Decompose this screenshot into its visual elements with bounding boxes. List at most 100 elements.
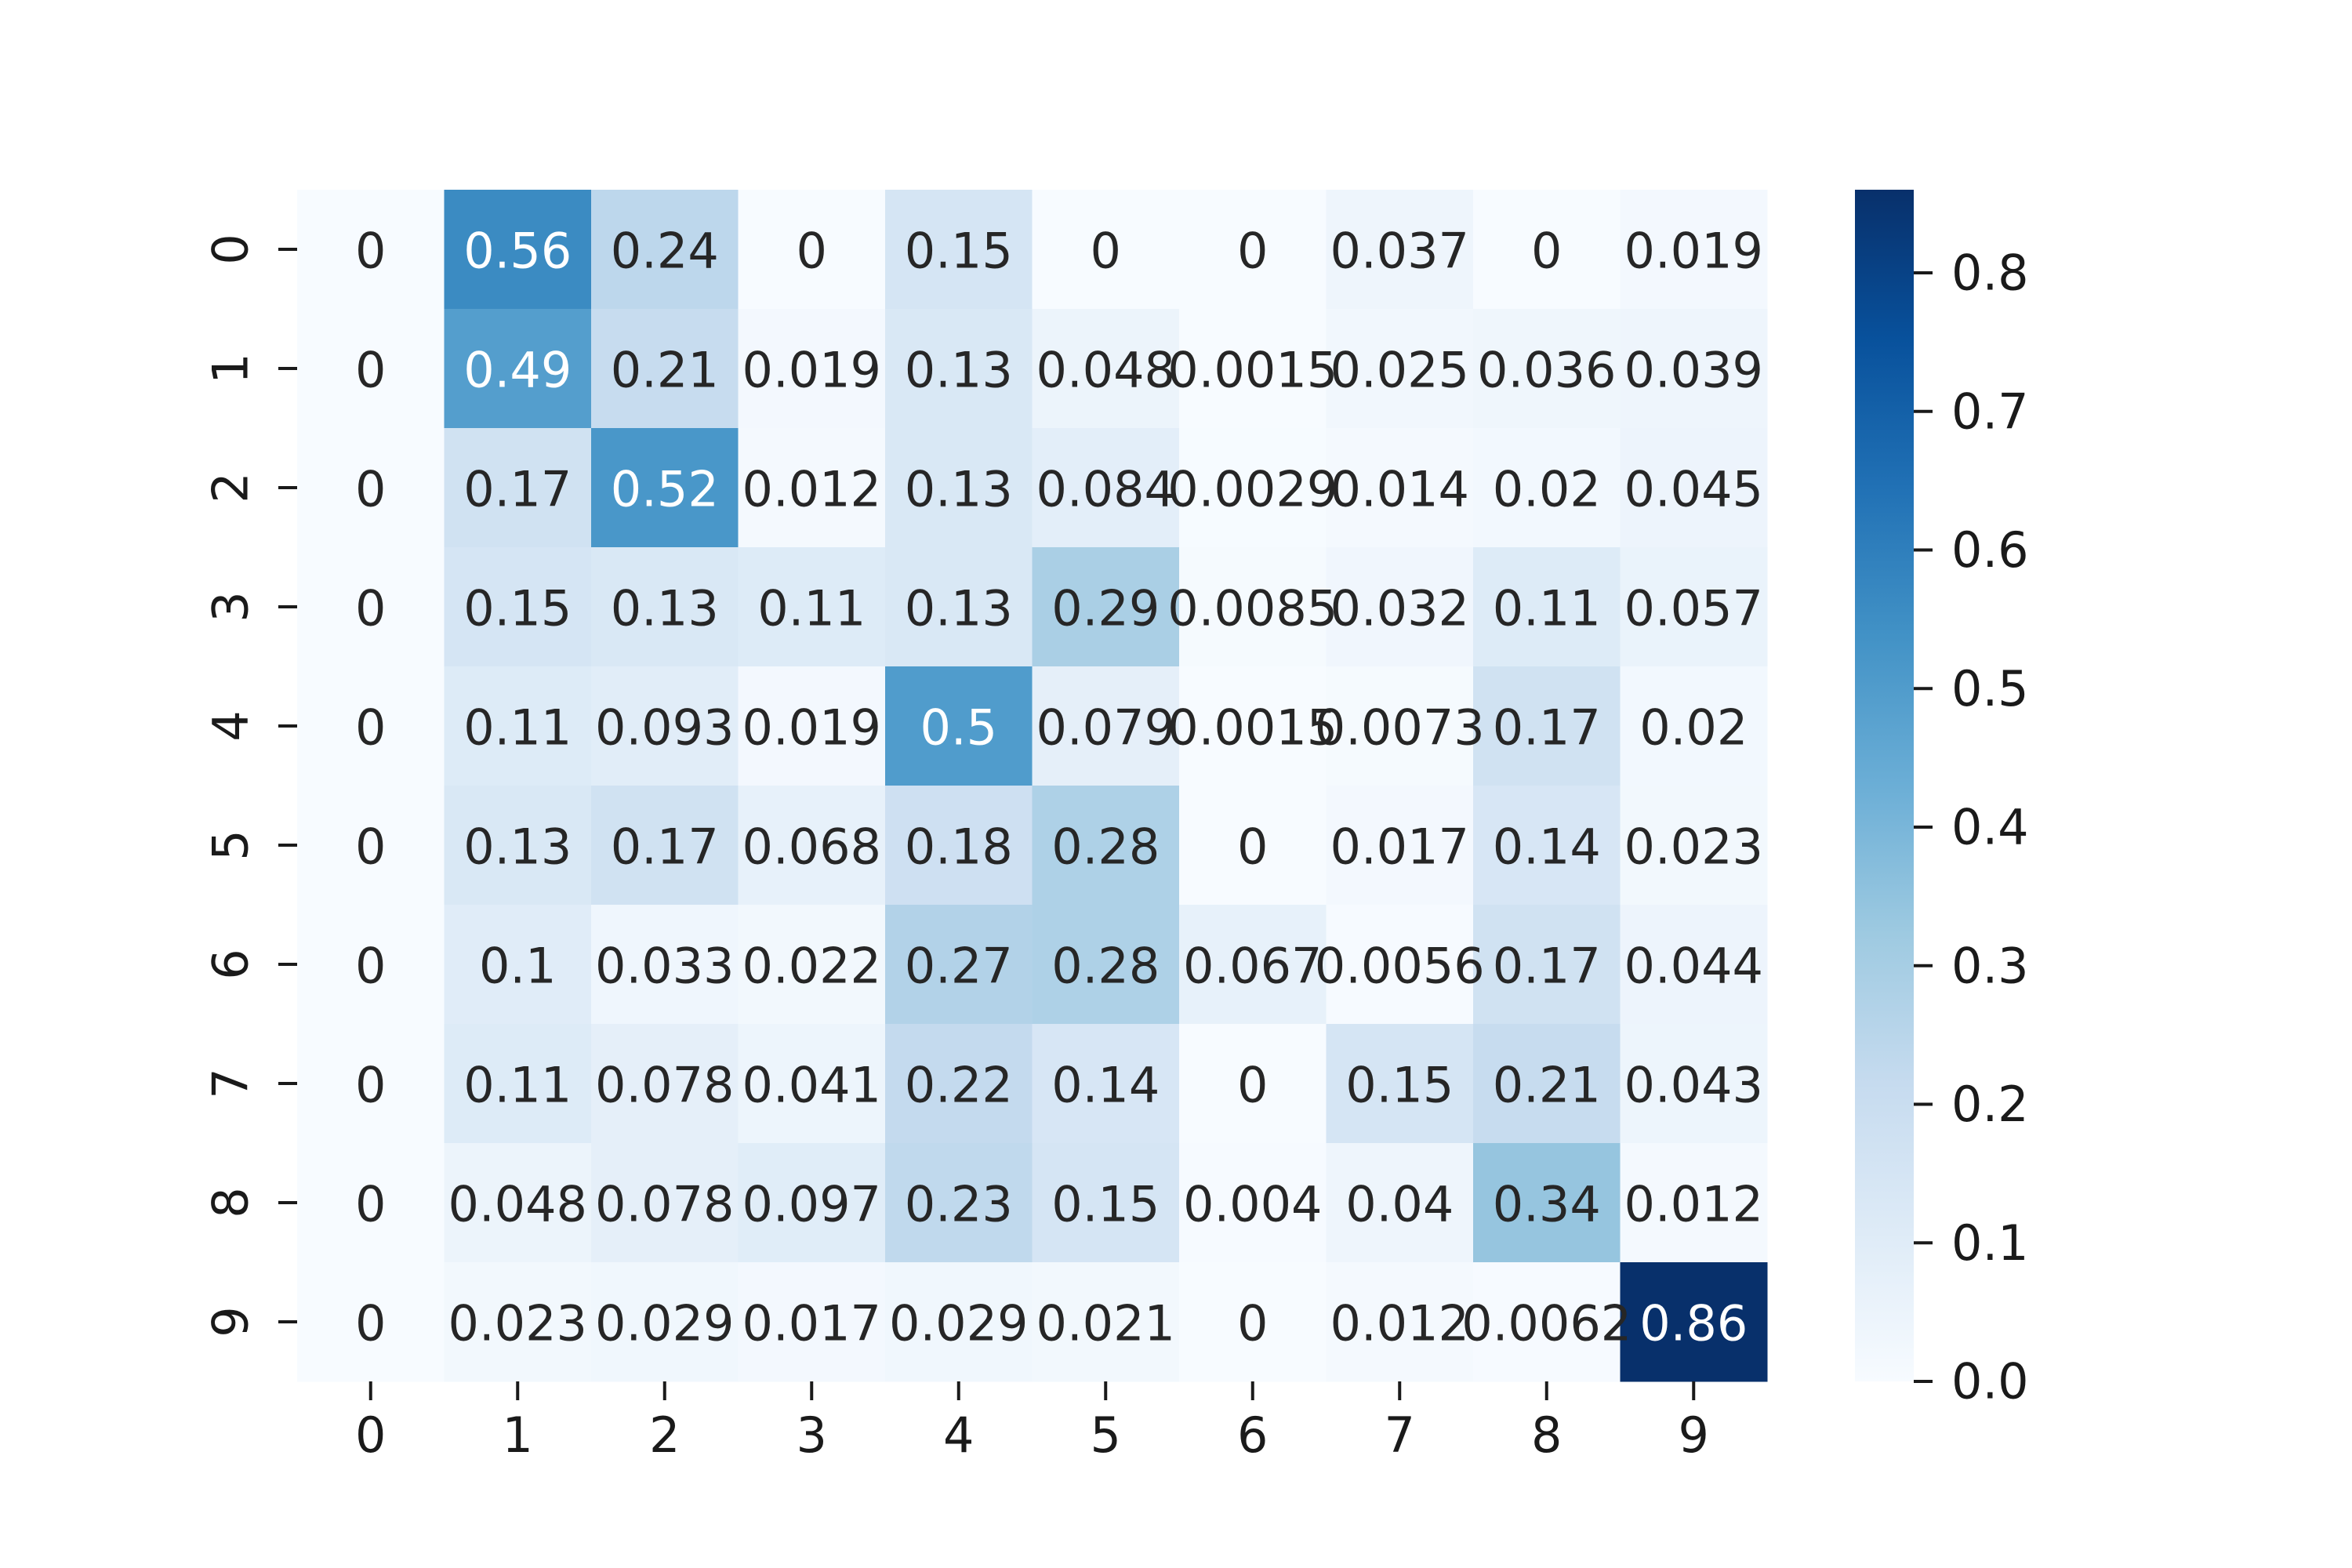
cell-value-label: 0 — [355, 1295, 386, 1352]
cell-value-label: 0.0029 — [1167, 461, 1338, 518]
x-tick-label: 1 — [503, 1406, 533, 1464]
x-tick-label: 9 — [1679, 1406, 1709, 1464]
heatmap-cell — [297, 786, 445, 906]
cell-value-label: 0.017 — [1330, 818, 1470, 876]
heatmap-cell — [444, 786, 592, 906]
cell-value-label: 0.14 — [1493, 818, 1601, 876]
heatmap-cell — [738, 428, 886, 548]
heatmap-cell — [738, 1024, 886, 1144]
heatmap-cell — [591, 786, 739, 906]
cell-value-label: 0.13 — [905, 580, 1013, 637]
cell-value-label: 0.28 — [1051, 938, 1160, 995]
x-tick-label: 8 — [1531, 1406, 1562, 1464]
colorbar-tick-label: 0.7 — [1951, 383, 2029, 440]
cell-value-label: 0.86 — [1639, 1295, 1748, 1352]
heatmap-cell — [444, 905, 592, 1025]
y-tick-label: 0 — [202, 234, 260, 264]
cell-value-label: 0.019 — [742, 342, 882, 399]
cell-value-label: 0.021 — [1036, 1295, 1176, 1352]
cell-value-label: 0.02 — [1639, 699, 1748, 757]
cell-value-label: 0 — [1237, 223, 1268, 280]
heatmap-cell — [1032, 786, 1180, 906]
heatmap-cell — [1032, 1143, 1180, 1263]
heatmap-cell — [444, 428, 592, 548]
heatmap-cell — [1473, 547, 1621, 667]
cell-value-label: 0 — [355, 938, 386, 995]
cell-value-label: 0.033 — [595, 938, 735, 995]
cell-value-label: 0.032 — [1330, 580, 1470, 637]
cell-value-label: 0.084 — [1036, 461, 1176, 518]
cell-value-label: 0.17 — [611, 818, 719, 876]
cell-value-label: 0.15 — [1051, 1176, 1160, 1233]
heatmap-cell — [738, 905, 886, 1025]
heatmap-cell — [297, 1143, 445, 1263]
heatmap-cell — [738, 1262, 886, 1382]
cell-value-label: 0.21 — [1493, 1057, 1601, 1114]
cell-value-label: 0.029 — [595, 1295, 735, 1352]
heatmap-cell — [1326, 786, 1474, 906]
heatmap-cell — [1032, 428, 1180, 548]
cell-value-label: 0.025 — [1330, 342, 1470, 399]
cell-value-label: 0 — [355, 1176, 386, 1233]
x-tick-label: 6 — [1237, 1406, 1268, 1464]
heatmap-cell — [297, 1024, 445, 1144]
y-tick-label: 7 — [202, 1068, 260, 1098]
cell-value-label: 0.057 — [1624, 580, 1764, 637]
heatmap-cell — [1179, 309, 1327, 429]
heatmap-cell — [1179, 1024, 1327, 1144]
heatmap-cell — [885, 666, 1033, 786]
heatmap-cell — [1326, 190, 1474, 310]
cell-value-label: 0.14 — [1051, 1057, 1160, 1114]
cell-value-label: 0.1 — [479, 938, 557, 995]
heatmap-cell — [1179, 428, 1327, 548]
heatmap-cell — [1473, 1143, 1621, 1263]
cell-value-label: 0.17 — [463, 461, 572, 518]
cell-value-label: 0.037 — [1330, 223, 1470, 280]
heatmap-cell — [885, 1024, 1033, 1144]
heatmap-cell — [885, 309, 1033, 429]
heatmap-cell — [1032, 1262, 1180, 1382]
cell-value-label: 0.13 — [611, 580, 719, 637]
cell-value-label: 0.0085 — [1167, 580, 1338, 637]
cell-value-label: 0.093 — [595, 699, 735, 757]
y-tick-label: 6 — [202, 949, 260, 979]
cell-value-label: 0.004 — [1183, 1176, 1323, 1233]
heatmap-cell — [1473, 905, 1621, 1025]
heatmap-cell — [444, 1143, 592, 1263]
cell-value-label: 0.29 — [1051, 580, 1160, 637]
cell-value-label: 0.079 — [1036, 699, 1176, 757]
colorbar-tick-label: 0.8 — [1951, 245, 2029, 302]
cell-value-label: 0.067 — [1183, 938, 1323, 995]
heatmap-cell — [297, 190, 445, 310]
cell-value-label: 0 — [355, 342, 386, 399]
heatmap-cell — [1473, 786, 1621, 906]
cell-value-label: 0.044 — [1624, 938, 1764, 995]
heatmap-cell — [1179, 190, 1327, 310]
cell-value-label: 0.22 — [905, 1057, 1013, 1114]
cell-annotations: 0 0.56 0.24 0 0.15 0 0 0.037 0 0.019 0 0.49 0.21 0.01… — [355, 223, 1763, 1352]
cell-value-label: 0.21 — [611, 342, 719, 399]
heatmap-cell — [591, 905, 739, 1025]
colorbar-tick-label: 0.1 — [1951, 1214, 2029, 1272]
y-tick-label: 3 — [202, 591, 260, 622]
y-tick-label: 2 — [202, 472, 260, 503]
cell-value-label: 0.0073 — [1315, 699, 1485, 757]
heatmap-cell — [591, 666, 739, 786]
heatmap-cell — [1326, 905, 1474, 1025]
heatmap-cell — [1179, 905, 1327, 1025]
heatmap-cell — [1473, 190, 1621, 310]
cell-value-label: 0.012 — [742, 461, 882, 518]
colorbar-tick-label: 0.6 — [1951, 521, 2029, 579]
heatmap-cell — [1032, 190, 1180, 310]
heatmap-cell — [591, 1143, 739, 1263]
heatmap-cell — [591, 1262, 739, 1382]
cell-value-label: 0.068 — [742, 818, 882, 876]
cell-value-label: 0.0015 — [1167, 699, 1338, 757]
heatmap-cell — [591, 309, 739, 429]
heatmap-cell — [444, 1024, 592, 1144]
heatmap-cell — [1179, 1262, 1327, 1382]
cell-value-label: 0.039 — [1624, 342, 1764, 399]
cell-value-label: 0.13 — [905, 342, 1013, 399]
cell-value-label: 0.048 — [448, 1176, 588, 1233]
